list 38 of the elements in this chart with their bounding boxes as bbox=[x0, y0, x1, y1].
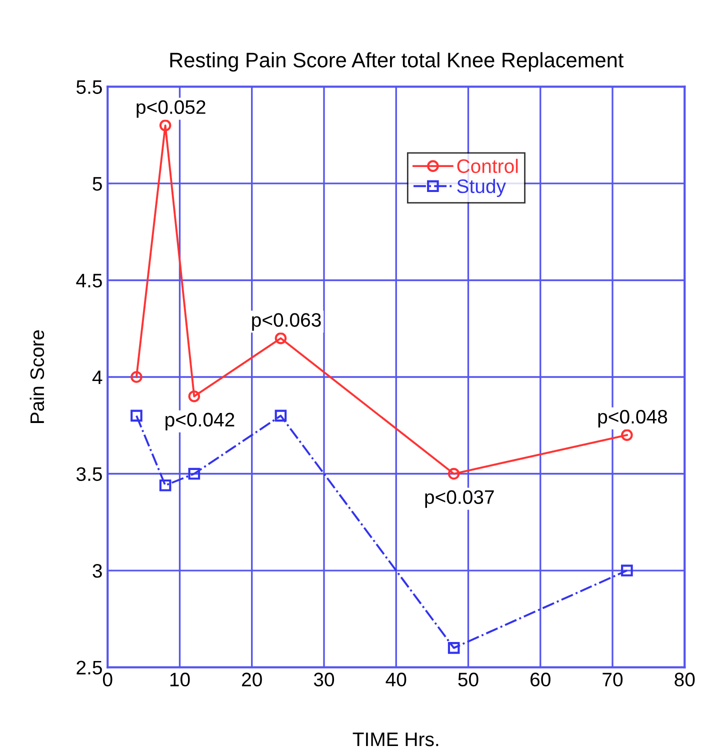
y-tick-label: 5 bbox=[92, 177, 102, 191]
y-tick-label: 4 bbox=[92, 370, 102, 384]
point bbox=[159, 120, 172, 132]
point bbox=[448, 642, 460, 654]
point bbox=[188, 390, 200, 402]
point bbox=[130, 371, 142, 383]
x-axis-title: TIME Hrs. bbox=[352, 732, 438, 746]
point bbox=[448, 468, 460, 480]
x-tick-label: 60 bbox=[530, 672, 550, 686]
x-tick-label: 70 bbox=[602, 672, 623, 686]
y-tick-label: 5.5 bbox=[76, 80, 102, 94]
point bbox=[621, 564, 633, 576]
x-tick-label: 20 bbox=[242, 672, 262, 686]
x-tick-label: 30 bbox=[314, 672, 334, 686]
point bbox=[159, 479, 172, 492]
y-tick-label: 2.5 bbox=[76, 660, 102, 675]
x-tick-label: 10 bbox=[170, 672, 190, 686]
annotation: p<0.052 bbox=[136, 100, 206, 118]
x-tick-label: 40 bbox=[386, 672, 406, 686]
annotation: p<0.037 bbox=[425, 490, 494, 508]
x-tick-label: 0 bbox=[102, 672, 112, 686]
point bbox=[274, 410, 287, 422]
y-tick-label: 3 bbox=[92, 564, 102, 578]
chart-title: Resting Pain Score After total Knee Replacement bbox=[170, 52, 624, 72]
annotation: p<0.042 bbox=[166, 412, 234, 430]
legend-label: Study bbox=[457, 178, 506, 197]
annotation: p<0.048 bbox=[598, 410, 668, 428]
point bbox=[274, 332, 287, 344]
point bbox=[621, 429, 633, 441]
y-tick-label: 4.5 bbox=[76, 274, 102, 288]
point bbox=[188, 468, 200, 480]
x-tick-label: 80 bbox=[674, 672, 695, 686]
point bbox=[130, 410, 142, 422]
y-tick-label: 3.5 bbox=[76, 467, 102, 481]
y-axis-title: Pain Score bbox=[30, 330, 44, 423]
annotation: p<0.063 bbox=[252, 313, 321, 331]
x-tick-label: 50 bbox=[458, 672, 478, 686]
legend-label: Control bbox=[457, 158, 518, 174]
